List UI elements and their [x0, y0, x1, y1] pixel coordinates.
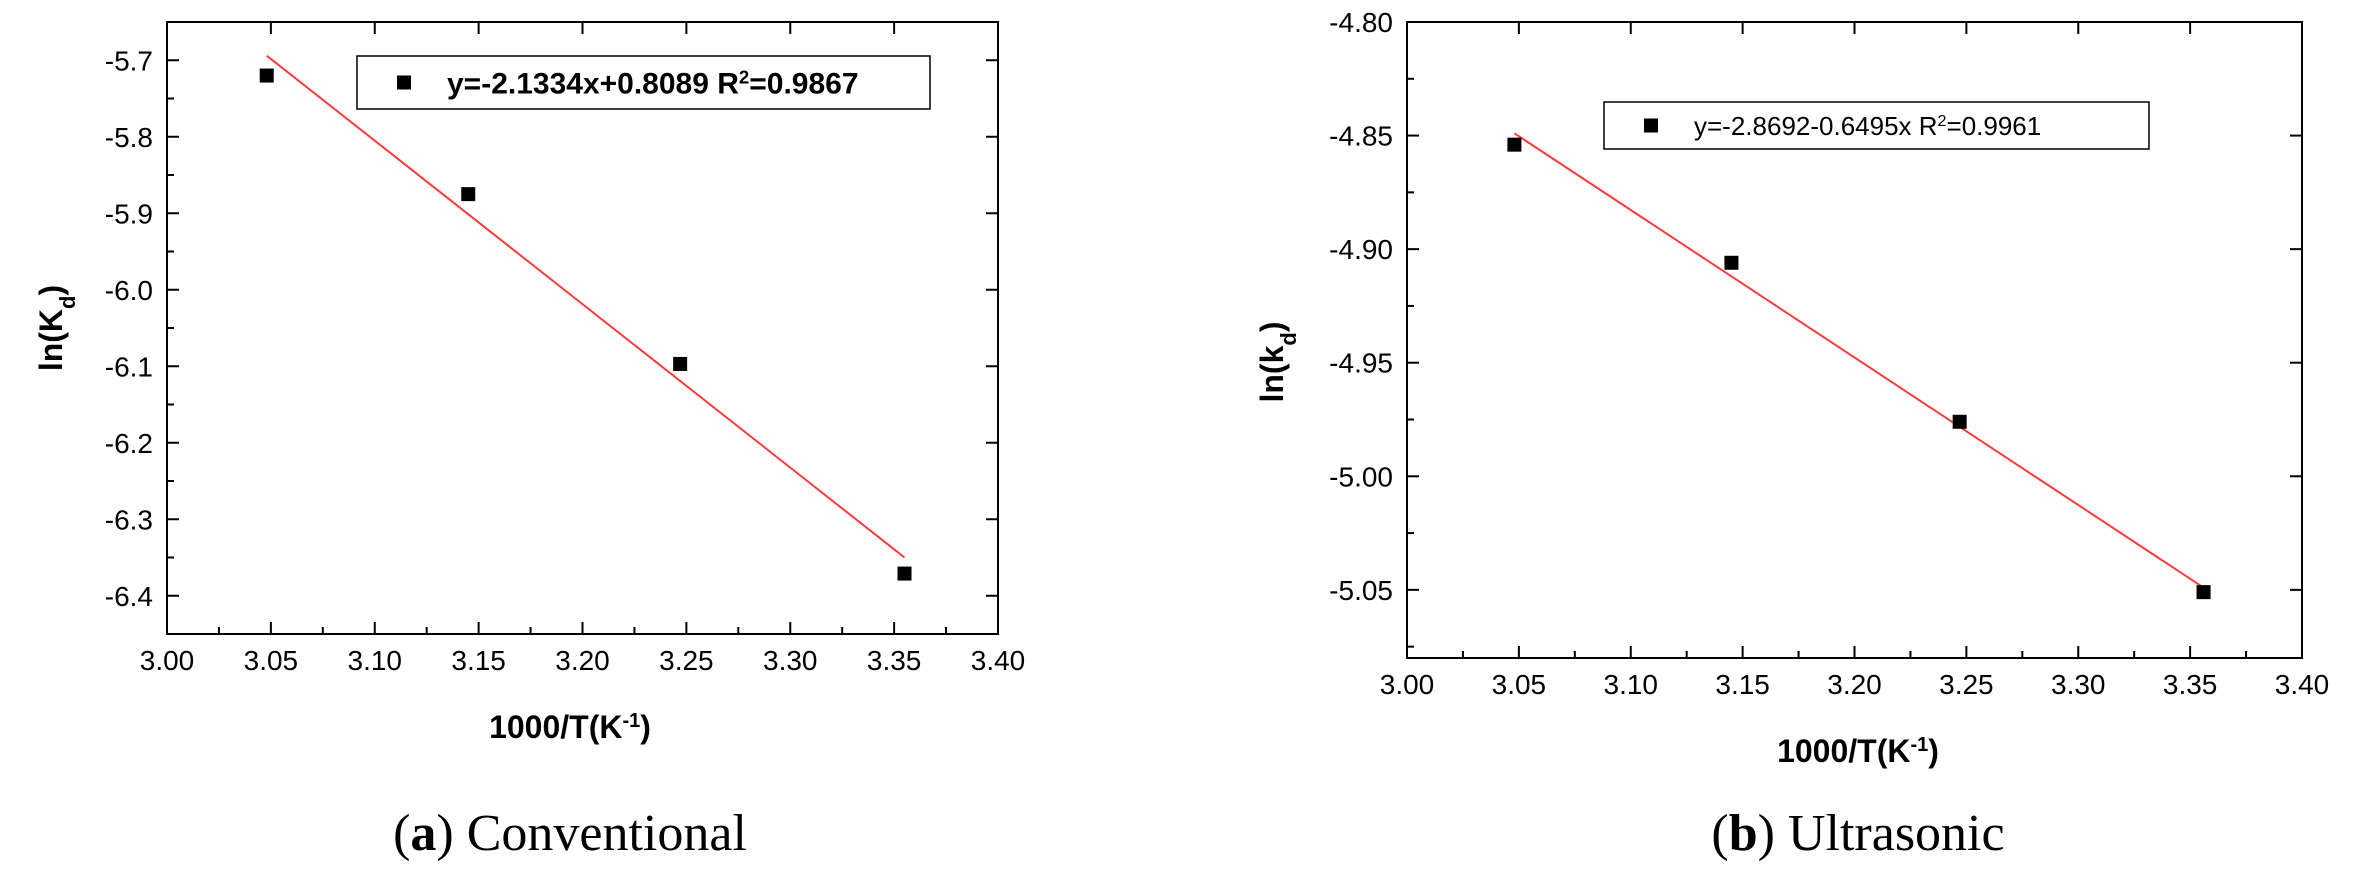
x-tick-label: 3.25 — [659, 645, 714, 676]
y-tick-label: -5.05 — [1329, 575, 1393, 606]
y-tick-label: -6.3 — [105, 504, 153, 535]
chart-ultrasonic: 3.00 3.05 3.10 3.15 3.20 3.25 3.30 3.35 3.40 -4.8… — [1254, 7, 2329, 862]
fit-line — [1513, 132, 2205, 589]
data-point — [461, 187, 476, 202]
x-tick-label: 3.00 — [1380, 669, 1435, 700]
y-axis-title: ln(Kd) — [33, 285, 80, 371]
x-tick-label: 3.05 — [244, 645, 299, 676]
x-tick-label: 3.35 — [867, 645, 922, 676]
plot-frame — [166, 21, 999, 635]
x-tick-label: 3.40 — [971, 645, 1026, 676]
x-tick-label: 3.30 — [763, 645, 818, 676]
x-tick-label: 3.10 — [1604, 669, 1659, 700]
legend-marker — [397, 75, 411, 90]
legend-label: y=-2.1334x+0.8089 R2=0.9867 — [447, 66, 859, 101]
data-point — [259, 68, 274, 83]
legend-box — [1603, 101, 2150, 150]
y-tick-label: -6.0 — [105, 275, 153, 306]
y-tick-label: -6.1 — [105, 351, 153, 382]
x-tick-label: 3.20 — [1827, 669, 1882, 700]
x-tick-label: 3.40 — [2275, 669, 2330, 700]
x-tick-label: 3.15 — [451, 645, 506, 676]
x-tick-label: 3.15 — [1715, 669, 1770, 700]
y-tick-label: -5.00 — [1329, 461, 1393, 492]
x-tick-label: 3.20 — [555, 645, 610, 676]
y-axis-title: ln(kd) — [1254, 322, 1301, 403]
data-point — [1952, 414, 1967, 429]
x-axis-title: 1000/T(K-1) — [1777, 733, 1939, 769]
chart-conventional: 3.00 3.05 3.10 3.15 3.20 3.25 3.30 3.35 3.40 -5.7… — [33, 21, 1026, 862]
data-point — [2196, 585, 2211, 600]
x-tick-label: 3.05 — [1492, 669, 1547, 700]
legend-marker — [1644, 118, 1658, 133]
y-tick-label: -6.2 — [105, 428, 153, 459]
y-tick-label: -4.80 — [1329, 7, 1393, 38]
data-point — [897, 566, 912, 581]
x-tick-label: 3.00 — [140, 645, 195, 676]
y-tick-label: -4.85 — [1329, 121, 1393, 152]
x-tick-label: 3.10 — [348, 645, 403, 676]
data-point — [1724, 255, 1739, 270]
figure-caption: (a) Conventional — [393, 805, 747, 862]
legend-box — [356, 55, 931, 110]
y-tick-label: -5.8 — [105, 122, 153, 153]
data-point — [1507, 137, 1522, 152]
x-tick-label: 3.35 — [2163, 669, 2218, 700]
x-tick-label: 3.25 — [1939, 669, 1994, 700]
legend-label: y=-2.8692-0.6495x R2=0.9961 — [1694, 111, 2041, 141]
data-point — [673, 356, 688, 371]
figure-caption: (b) Ultrasonic — [1711, 805, 2004, 862]
fit-line — [266, 54, 906, 559]
y-tick-label: -5.9 — [105, 198, 153, 229]
x-axis-title: 1000/T(K-1) — [489, 709, 651, 745]
y-tick-label: -6.4 — [105, 581, 153, 612]
y-tick-label: -4.90 — [1329, 234, 1393, 265]
y-tick-label: -4.95 — [1329, 348, 1393, 379]
y-tick-label: -5.7 — [105, 45, 153, 76]
x-tick-label: 3.30 — [2051, 669, 2106, 700]
